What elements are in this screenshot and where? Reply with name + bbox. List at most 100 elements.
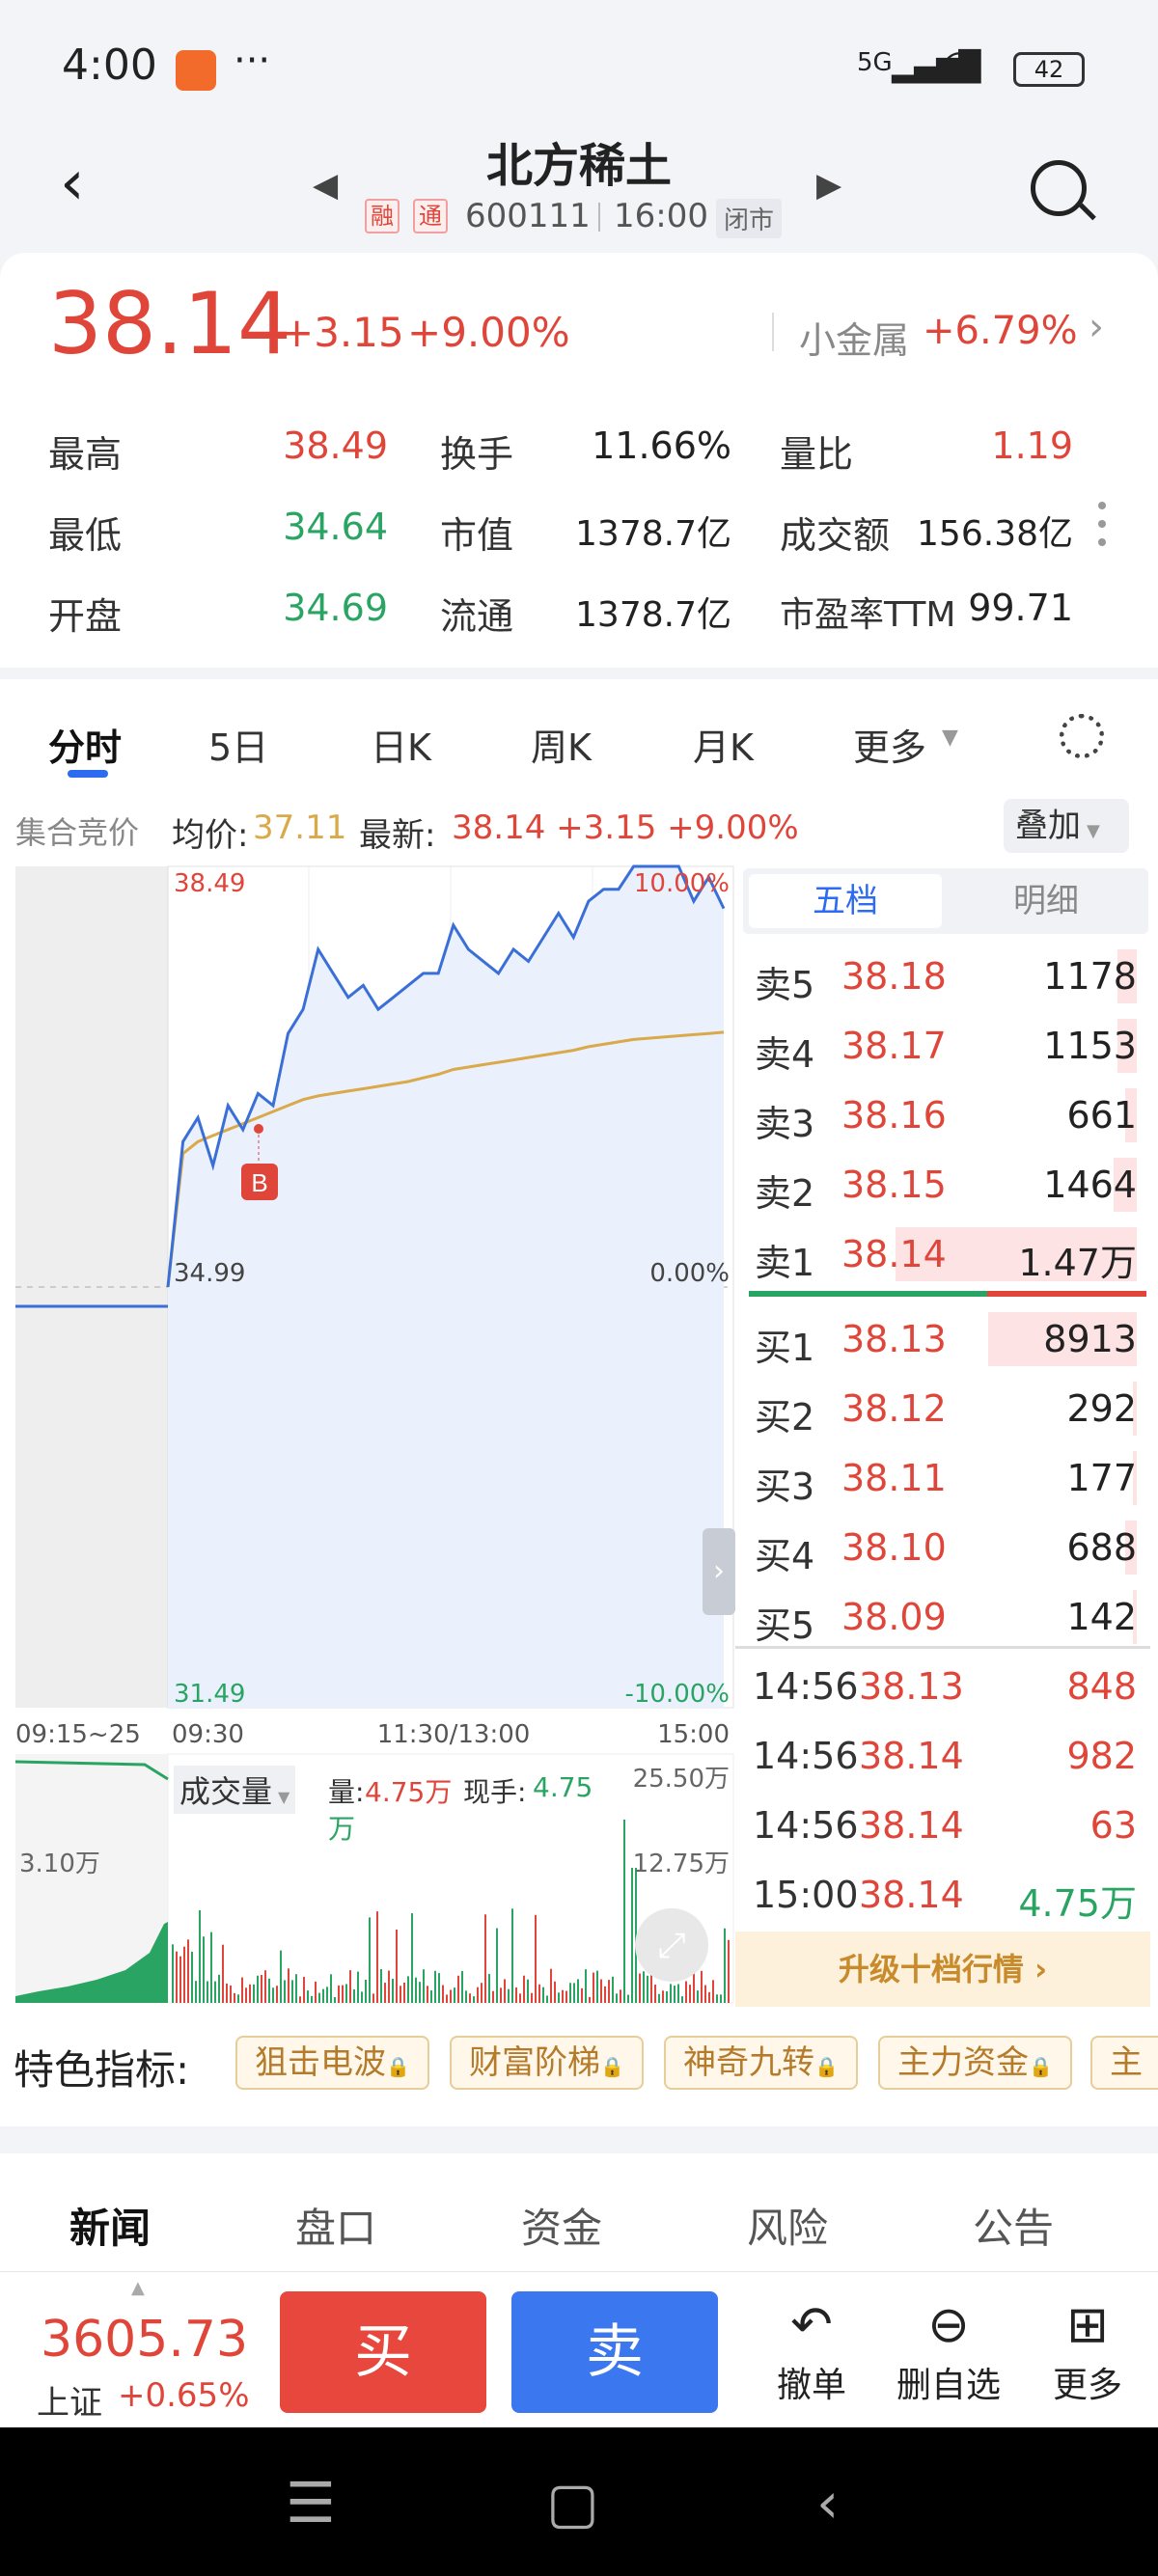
- volume-indicator-dropdown[interactable]: 成交量 ▼: [174, 1766, 296, 1814]
- cancel-order-button[interactable]: ↶ 撤单: [758, 2293, 865, 2407]
- volume-bar: [253, 1984, 255, 2003]
- next-stock-icon[interactable]: ▶: [816, 166, 842, 205]
- stat-value: 1378.7亿: [575, 514, 731, 554]
- stat-value: 99.71: [968, 587, 1073, 629]
- bid-level-row[interactable]: 买1 38.13 8913: [735, 1304, 1150, 1374]
- order-book-tabs: 五档 明细: [743, 868, 1148, 934]
- tab-weekly[interactable]: 周K: [531, 726, 592, 769]
- tab-intraday[interactable]: 分时: [48, 726, 123, 769]
- bid-level-row[interactable]: 买4 38.10 688: [735, 1513, 1150, 1582]
- search-icon[interactable]: [1031, 160, 1087, 216]
- ask-level-row[interactable]: 卖1 38.14 1.47万: [735, 1219, 1150, 1289]
- volume-bar: [384, 1983, 386, 2003]
- tab-trade-detail[interactable]: 明细: [1013, 882, 1079, 920]
- tab-monthly[interactable]: 月K: [693, 726, 754, 769]
- pre-volume-label: 3.10万: [19, 1850, 100, 1878]
- volume-bar: [550, 1968, 552, 2003]
- volume-bar: [214, 1981, 216, 2003]
- tab-five-levels[interactable]: 五档: [749, 874, 942, 928]
- volume-bar: [245, 1987, 247, 2003]
- volume-bar: [631, 1868, 633, 2003]
- level-label: 买5: [755, 1604, 815, 1647]
- lock-icon: 🔒: [600, 2055, 624, 2078]
- grid-icon: ⊞: [1066, 2296, 1109, 2354]
- tab-more[interactable]: 更多: [853, 726, 927, 769]
- stat-label: 流通: [440, 595, 514, 638]
- ask-volume-bar: [1117, 1019, 1137, 1073]
- buy-button[interactable]: 买: [280, 2291, 486, 2413]
- price-area-fill: [168, 866, 724, 1708]
- prev-stock-icon[interactable]: ◀: [313, 166, 339, 205]
- feature-chip[interactable]: 狙击电波🔒: [235, 2036, 429, 2090]
- feature-indicators: 特色指标: 狙击电波🔒 财富阶梯🔒 神奇九转🔒 主力资金🔒 主: [0, 2007, 1158, 2126]
- bid-level-row[interactable]: 买3 38.11 177: [735, 1443, 1150, 1513]
- y-high-label: 38.49: [174, 869, 245, 898]
- feature-chip[interactable]: 财富阶梯🔒: [450, 2036, 644, 2090]
- volume-bar: [531, 1992, 533, 2003]
- ask-level-row[interactable]: 卖5 38.18 1178: [735, 942, 1150, 1011]
- home-icon[interactable]: ▢: [546, 2470, 599, 2535]
- more-vertical-icon[interactable]: [1098, 502, 1106, 550]
- chevron-right-icon[interactable]: ›: [1089, 305, 1104, 349]
- volume-bar: [704, 1985, 706, 2003]
- gear-icon[interactable]: [1060, 714, 1104, 758]
- upgrade-level10-button[interactable]: 升级十档行情 ›: [735, 1932, 1150, 2007]
- volume-bar: [647, 1975, 648, 2003]
- sell-button[interactable]: 卖: [511, 2291, 718, 2413]
- tab-5day[interactable]: 5日: [208, 726, 269, 769]
- ask-volume-bar: [895, 1227, 1137, 1281]
- chevron-up-icon[interactable]: ▲: [131, 2278, 145, 2298]
- volume-bar: [639, 1973, 641, 2003]
- ask-level-row[interactable]: 卖4 38.17 1153: [735, 1011, 1150, 1081]
- volume-bar: [454, 1987, 455, 2003]
- y-base-label: 34.99: [174, 1259, 245, 1288]
- menu-icon[interactable]: ☰: [286, 2470, 336, 2535]
- y-high-pct-label: 10.00%: [634, 869, 730, 898]
- bid-level-row[interactable]: 买2 38.12 292: [735, 1374, 1150, 1443]
- feature-chip[interactable]: 神奇九转🔒: [664, 2036, 858, 2090]
- volume-bar: [179, 1956, 181, 2003]
- industry-change[interactable]: +6.79%: [923, 309, 1078, 353]
- volume-bar: [307, 1990, 309, 2003]
- signal-bars-icon: ▂▄▆█: [892, 50, 981, 84]
- more-button[interactable]: ⊞ 更多: [1034, 2293, 1141, 2407]
- stat-value: 1.19: [991, 425, 1073, 467]
- feature-chip[interactable]: 主: [1090, 2036, 1158, 2090]
- tab-funds[interactable]: 资金: [521, 2205, 603, 2252]
- bid-level-row[interactable]: 买5 38.09 142: [735, 1582, 1150, 1652]
- hand-unit: 万: [328, 1813, 356, 1845]
- expand-icon[interactable]: [635, 1908, 708, 1982]
- overlay-dropdown[interactable]: 叠加 ▼: [1004, 799, 1129, 853]
- volume-bar: [210, 1932, 212, 2003]
- tab-risk[interactable]: 风险: [747, 2205, 829, 2252]
- intraday-chart[interactable]: B 38.49 10.00% 34.99 0.00% 31.49 -10.00%…: [0, 863, 735, 2007]
- buy-marker-badge: [241, 1164, 278, 1200]
- tab-news[interactable]: 新闻: [69, 2205, 152, 2252]
- level-price: 38.14: [841, 1233, 947, 1275]
- back-nav-icon[interactable]: ‹: [816, 2470, 840, 2535]
- level-volume: 8913: [1043, 1318, 1137, 1360]
- volume-bar: [589, 1996, 591, 2003]
- level-label: 卖2: [755, 1172, 815, 1215]
- volume-bar: [280, 1950, 282, 2003]
- back-icon[interactable]: ‹: [60, 148, 85, 219]
- volume-bar: [183, 1946, 185, 2003]
- feature-chip[interactable]: 主力资金🔒: [878, 2036, 1072, 2090]
- remove-watchlist-button[interactable]: ⊖ 删自选: [896, 2293, 1002, 2407]
- connect-tag: 通: [413, 199, 448, 233]
- ask-level-row[interactable]: 卖2 38.15 1464: [735, 1150, 1150, 1219]
- ask-level-row[interactable]: 卖3 38.16 661: [735, 1081, 1150, 1150]
- tab-daily[interactable]: 日K: [371, 726, 431, 769]
- tab-announcement[interactable]: 公告: [973, 2205, 1055, 2252]
- buy-marker[interactable]: B: [241, 1124, 278, 1200]
- side-toggle[interactable]: [703, 1528, 735, 1615]
- volume-bar: [264, 1970, 266, 2003]
- tab-handicap[interactable]: 盘口: [295, 2205, 377, 2252]
- volume-bar: [685, 1981, 687, 2003]
- index-value[interactable]: 3605.73: [41, 2311, 249, 2369]
- stat-value: 156.38亿: [917, 514, 1073, 554]
- volume-bar: [562, 1989, 564, 2003]
- trade-toolbar: ▲ 3605.73 上证 +0.65% 买 卖 ↶ 撤单 ⊖ 删自选 ⊞ 更多: [0, 2271, 1158, 2427]
- stock-header: ‹ ◀ 北方稀土 ▶ 融 通 600111 16:00 闭市: [0, 125, 1158, 251]
- industry-name[interactable]: 小金属: [799, 319, 910, 362]
